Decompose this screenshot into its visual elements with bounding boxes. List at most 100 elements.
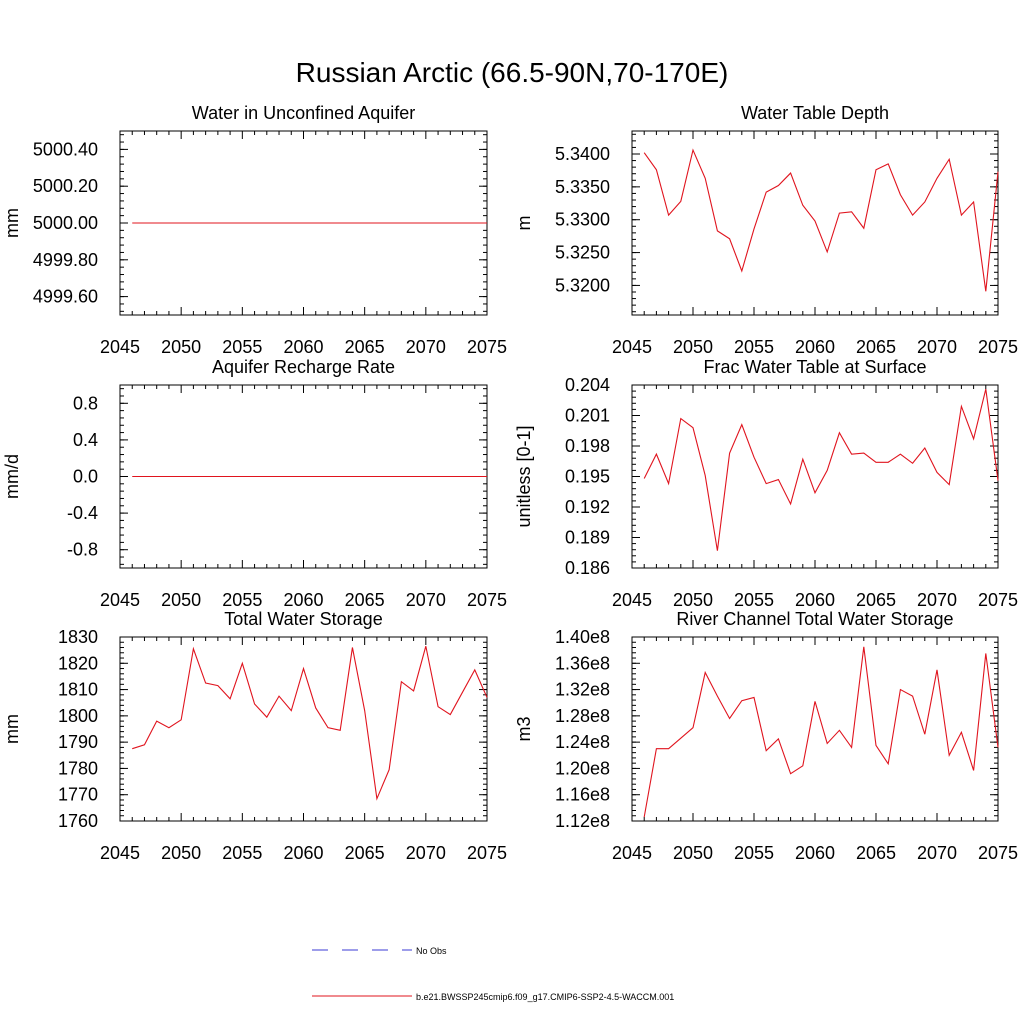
plot-frame	[631, 130, 999, 316]
y-tick-label: -0.8	[67, 540, 98, 560]
y-tick-label: 5000.40	[33, 139, 98, 159]
y-tick-label: 1770	[58, 785, 98, 805]
x-tick-label: 2065	[345, 843, 385, 863]
x-tick-label: 2050	[673, 843, 713, 863]
x-tick-label: 2060	[283, 337, 323, 357]
legend-label-1: No Obs	[416, 946, 447, 956]
chart-title: Aquifer Recharge Rate	[212, 357, 395, 377]
plot-frame	[631, 384, 999, 569]
y-tick-label: 0.192	[565, 497, 610, 517]
x-tick-label: 2075	[467, 843, 507, 863]
y-tick-label: 0.198	[565, 436, 610, 456]
x-tick-label: 2050	[161, 590, 201, 610]
series-line	[643, 388, 999, 551]
chart-title: Total Water Storage	[224, 609, 382, 629]
y-tick-label: 5.3300	[555, 210, 610, 230]
y-tick-label: 5000.00	[33, 213, 98, 233]
chart-panel-6: River Channel Total Water Storage m3 2045 2…	[514, 609, 1018, 863]
y-tick-label: 1780	[58, 758, 98, 778]
figure-title: Russian Arctic (66.5-90N,70-170E)	[296, 57, 729, 88]
y-tick-label: 0.0	[73, 467, 98, 487]
y-axis-label: m3	[514, 716, 534, 741]
plot-frame	[119, 636, 488, 822]
x-tick-label: 2055	[734, 843, 774, 863]
chart-title: Frac Water Table at Surface	[703, 357, 926, 377]
series-line	[132, 646, 488, 801]
chart-title: Water in Unconfined Aquifer	[192, 103, 415, 123]
y-axis-label: m	[514, 216, 534, 231]
x-tick-label: 2045	[612, 590, 652, 610]
chart-title: River Channel Total Water Storage	[676, 609, 953, 629]
y-tick-label: 1820	[58, 653, 98, 673]
y-tick-label: 1.12e8	[555, 811, 610, 831]
y-tick-label: 0.195	[565, 467, 610, 487]
x-tick-label: 2075	[467, 337, 507, 357]
y-axis-label: mm	[2, 208, 22, 238]
y-tick-label: 0.189	[565, 528, 610, 548]
y-tick-label: 0.8	[73, 393, 98, 413]
y-axis-label: mm	[2, 714, 22, 744]
x-tick-label: 2045	[100, 843, 140, 863]
y-tick-label: -0.4	[67, 503, 98, 523]
chart-panel-2: Water Table Depth m 2045 2050 2055 2060 2065 20…	[514, 103, 1018, 357]
y-axis-label: mm/d	[2, 454, 22, 499]
x-tick-label: 2075	[467, 590, 507, 610]
x-tick-label: 2060	[283, 843, 323, 863]
x-tick-label: 2070	[406, 337, 446, 357]
x-tick-label: 2075	[978, 590, 1018, 610]
plot-frame	[631, 636, 999, 822]
x-tick-label: 2070	[917, 590, 957, 610]
y-tick-label: 5000.20	[33, 176, 98, 196]
x-tick-label: 2055	[734, 590, 774, 610]
series-line	[643, 148, 999, 292]
x-tick-label: 2060	[283, 590, 323, 610]
y-tick-label: 1790	[58, 732, 98, 752]
y-tick-label: 1.32e8	[555, 680, 610, 700]
x-tick-label: 2070	[406, 843, 446, 863]
y-tick-label: 5.3400	[555, 144, 610, 164]
x-tick-label: 2055	[222, 590, 262, 610]
series-line	[643, 646, 999, 818]
x-tick-label: 2070	[406, 590, 446, 610]
x-tick-label: 2065	[856, 843, 896, 863]
x-tick-label: 2045	[612, 843, 652, 863]
chart-panel-3: Aquifer Recharge Rate mm/d 2045 2050 2055 206…	[2, 357, 507, 610]
x-tick-label: 2070	[917, 843, 957, 863]
y-tick-label: 4999.60	[33, 287, 98, 307]
x-tick-label: 2055	[222, 843, 262, 863]
x-tick-label: 2075	[978, 843, 1018, 863]
y-tick-label: 0.204	[565, 375, 610, 395]
x-tick-label: 2065	[345, 590, 385, 610]
x-tick-label: 2055	[734, 337, 774, 357]
y-tick-label: 1.16e8	[555, 785, 610, 805]
x-tick-label: 2065	[856, 337, 896, 357]
x-tick-label: 2050	[161, 337, 201, 357]
x-tick-label: 2060	[795, 337, 835, 357]
x-tick-label: 2045	[100, 337, 140, 357]
y-tick-label: 4999.80	[33, 250, 98, 270]
chart-panel-1: Water in Unconfined Aquifer mm 2045 2050 205…	[2, 103, 507, 357]
x-tick-label: 2065	[856, 590, 896, 610]
y-tick-label: 0.186	[565, 558, 610, 578]
chart-panel-5: Total Water Storage mm 2045 2050 2055 2060 206…	[2, 609, 507, 863]
y-axis-label: unitless [0-1]	[514, 425, 534, 527]
x-tick-label: 2050	[161, 843, 201, 863]
y-tick-label: 1.20e8	[555, 758, 610, 778]
x-tick-label: 2045	[100, 590, 140, 610]
y-tick-label: 1810	[58, 680, 98, 700]
y-tick-label: 1800	[58, 706, 98, 726]
chart-panel-4: Frac Water Table at Surface unitless [0-1…	[514, 357, 1018, 610]
x-tick-label: 2075	[978, 337, 1018, 357]
y-tick-label: 1.40e8	[555, 627, 610, 647]
y-tick-label: 1760	[58, 811, 98, 831]
y-tick-label: 0.4	[73, 430, 98, 450]
y-tick-label: 1.28e8	[555, 706, 610, 726]
y-tick-label: 5.3250	[555, 243, 610, 263]
y-tick-label: 5.3350	[555, 177, 610, 197]
x-tick-label: 2050	[673, 590, 713, 610]
legend: No Obs b.e21.BWSSP245cmip6.f09_g17.CMIP6-…	[312, 946, 674, 1002]
y-tick-label: 1.24e8	[555, 732, 610, 752]
x-tick-label: 2050	[673, 337, 713, 357]
y-tick-label: 5.3200	[555, 275, 610, 295]
